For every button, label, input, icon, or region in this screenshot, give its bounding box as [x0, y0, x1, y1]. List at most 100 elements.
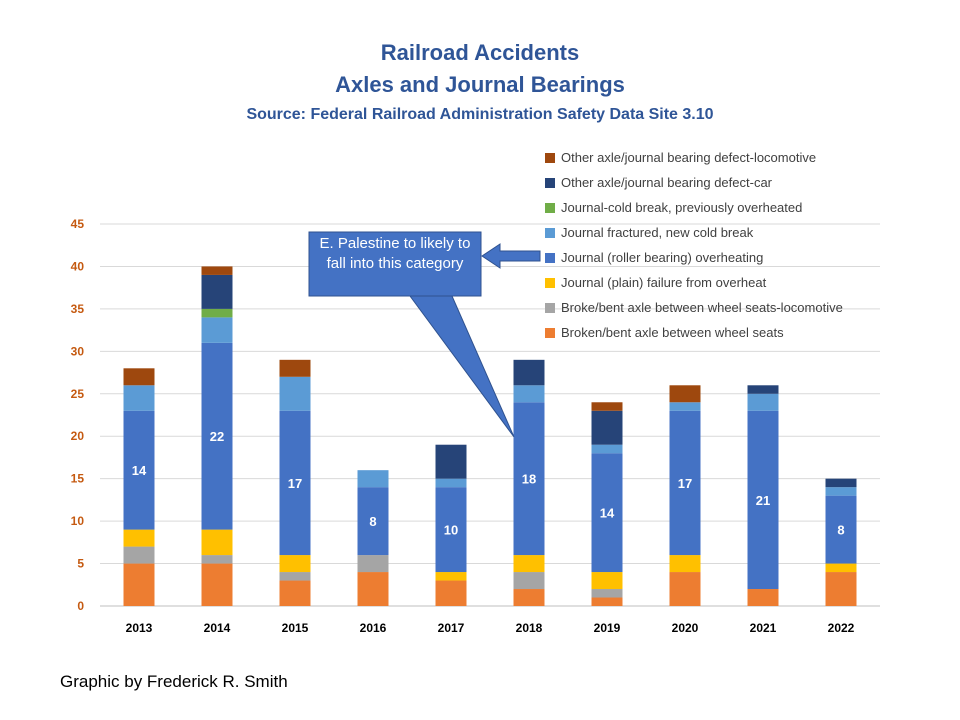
bar-segment [123, 385, 155, 411]
bar-segment [591, 572, 623, 590]
data-label: 17 [288, 476, 302, 491]
legend-item: Journal-cold break, previously overheate… [545, 195, 843, 220]
x-tick-label: 2015 [282, 621, 309, 635]
legend-label: Other axle/journal bearing defect-locomo… [561, 150, 817, 165]
bar-segment [825, 487, 857, 496]
data-label: 18 [522, 472, 536, 487]
legend-item: Other axle/journal bearing defect-car [545, 170, 843, 195]
bar-segment [669, 555, 701, 573]
bar-segment [513, 402, 545, 556]
bar-segment [669, 572, 701, 606]
bar-segment [279, 580, 311, 606]
x-tick-label: 2016 [360, 621, 387, 635]
data-label: 14 [600, 506, 615, 521]
data-label: 10 [444, 523, 458, 538]
callout-box [308, 231, 482, 297]
legend-item: Other axle/journal bearing defect-locomo… [545, 145, 843, 170]
bar-segment [669, 402, 701, 411]
legend-label: Broke/bent axle between wheel seats-loco… [561, 300, 843, 315]
bar-segment [747, 385, 779, 394]
data-label: 8 [837, 523, 844, 538]
callout-pointer [409, 295, 515, 438]
legend-label: Journal-cold break, previously overheate… [561, 200, 803, 215]
bar-segment [123, 563, 155, 606]
bar-segment [279, 572, 311, 581]
data-label: 8 [369, 514, 376, 529]
y-tick-label: 5 [77, 557, 84, 571]
y-tick-label: 35 [71, 302, 85, 316]
bar-segment [201, 266, 233, 275]
legend-swatch [545, 302, 555, 313]
x-tick-label: 2018 [516, 621, 543, 635]
bar-segment [513, 385, 545, 403]
bar-segment [825, 572, 857, 606]
bar-segment [435, 487, 467, 573]
bar-segment [669, 385, 701, 403]
chart-source: Source: Federal Railroad Administration … [246, 106, 714, 123]
legend-swatch [545, 152, 555, 163]
y-tick-label: 30 [71, 344, 85, 358]
bar-segment [123, 546, 155, 564]
bar-segment [825, 563, 857, 573]
legend-label: Journal (plain) failure from overheat [561, 275, 767, 290]
bar-segment [123, 410, 155, 530]
bar-segment [825, 495, 857, 564]
y-tick-label: 20 [71, 429, 85, 443]
bar-segment [279, 410, 311, 556]
bar-segment [357, 470, 389, 488]
chart-title: Railroad Accidents [380, 40, 580, 65]
x-tick-label: 2013 [126, 621, 153, 635]
y-tick-label: 15 [71, 472, 85, 486]
bar-segment [747, 410, 779, 590]
callout-arrow [481, 243, 541, 269]
y-tick-label: 40 [71, 259, 85, 273]
bar-segment [279, 359, 311, 377]
x-tick-label: 2014 [204, 621, 231, 635]
x-tick-label: 2021 [750, 621, 777, 635]
bar-segment [201, 563, 233, 606]
bar-segment [591, 597, 623, 606]
x-tick-label: 2017 [438, 621, 465, 635]
bar-segment [591, 453, 623, 573]
callout-text: E. Palestine to likely to fall into this… [319, 235, 471, 272]
legend-item: Broken/bent axle between wheel seats [545, 320, 843, 345]
bar-segment [513, 359, 545, 386]
y-tick-label: 0 [77, 599, 84, 613]
bar-segment [123, 529, 155, 547]
bar-segment [591, 589, 623, 598]
legend-label: Journal fractured, new cold break [561, 225, 754, 240]
bar-segment [591, 410, 623, 445]
data-label: 22 [210, 429, 224, 444]
data-label: 21 [756, 493, 770, 508]
legend-label: Broken/bent axle between wheel seats [561, 325, 784, 340]
bar-segment [279, 555, 311, 573]
bar-segment [513, 572, 545, 590]
legend-swatch [545, 202, 555, 213]
legend-label: Other axle/journal bearing defect-car [561, 175, 773, 190]
chart-legend: Other axle/journal bearing defect-locomo… [545, 145, 843, 345]
bar-segment [201, 555, 233, 564]
bar-segment [201, 308, 233, 318]
legend-swatch [545, 327, 555, 338]
legend-item: Broke/bent axle between wheel seats-loco… [545, 295, 843, 320]
bar-segment [201, 317, 233, 343]
bar-segment [435, 580, 467, 606]
y-tick-label: 45 [71, 217, 85, 231]
bar-segment [591, 402, 623, 411]
bar-segment [747, 393, 779, 411]
bar-segment [825, 478, 857, 488]
legend-item: Journal fractured, new cold break [545, 220, 843, 245]
bar-segment [747, 589, 779, 606]
legend-item: Journal (roller bearing) overheating [545, 245, 843, 270]
y-tick-label: 10 [71, 514, 85, 528]
legend-swatch [545, 277, 555, 288]
chart-subtitle: Axles and Journal Bearings [335, 72, 625, 97]
bar-segment [435, 444, 467, 479]
bar-segment [591, 444, 623, 454]
legend-label: Journal (roller bearing) overheating [561, 250, 764, 265]
x-tick-label: 2019 [594, 621, 621, 635]
graphic-credit: Graphic by Frederick R. Smith [60, 672, 288, 691]
legend-swatch [545, 252, 555, 263]
bar-segment [513, 589, 545, 606]
legend-swatch [545, 177, 555, 188]
